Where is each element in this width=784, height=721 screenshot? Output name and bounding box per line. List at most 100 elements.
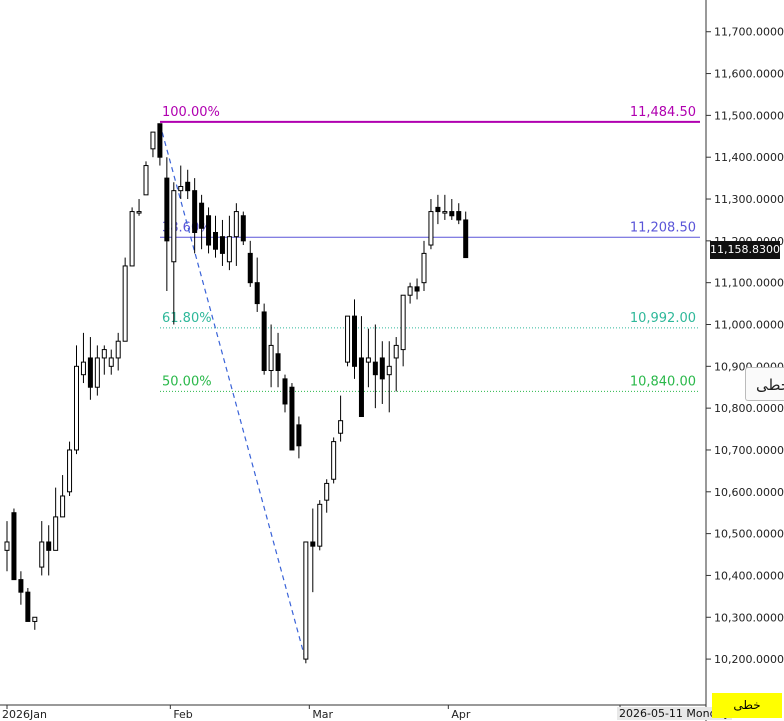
fib-value-label: 10,992.00	[630, 311, 696, 326]
bearish-candle	[275, 332, 281, 388]
bearish-candle	[219, 219, 225, 266]
bearish-candle	[463, 211, 469, 259]
price-axis: 11,700.0000 11,600.0000 11,500.0000 11,400.…	[706, 26, 784, 666]
bearish-candle	[213, 215, 218, 258]
bullish-candle	[143, 161, 149, 196]
candle-body	[53, 516, 59, 551]
candle-body	[379, 357, 385, 380]
bearish-candle	[25, 587, 31, 622]
candle-body	[4, 541, 10, 551]
bullish-candle	[442, 194, 448, 220]
side-tab[interactable]: خطی	[745, 367, 784, 401]
bullish-candle	[393, 337, 399, 392]
candle-body	[393, 344, 399, 359]
bullish-candle	[108, 349, 114, 375]
candle-body	[67, 449, 73, 493]
candle-body	[171, 190, 177, 263]
bullish-candle	[365, 328, 371, 388]
price-tick-label: 11,700.0000	[714, 26, 784, 39]
price-tick-label: 10,600.0000	[714, 486, 784, 499]
candle-body	[442, 211, 448, 214]
trendline-segment	[159, 123, 307, 662]
chart-type-button[interactable]: خطی	[712, 693, 782, 718]
bullish-candle	[129, 207, 135, 267]
trendline[interactable]	[159, 123, 307, 662]
candle-body	[365, 357, 371, 363]
candle-body	[414, 286, 420, 292]
candle-body	[282, 378, 288, 405]
price-tick-label: 11,100.0000	[714, 277, 784, 290]
price-tick-label: 11,600.0000	[714, 68, 784, 81]
bullish-candle	[60, 475, 66, 518]
candle-body	[324, 482, 330, 501]
bearish-candle	[240, 211, 246, 246]
bearish-candle	[358, 316, 364, 418]
candle-body	[247, 252, 253, 284]
candle-body	[122, 265, 128, 342]
last-price-tag: 11,158.8300	[710, 241, 780, 259]
bullish-candle	[171, 182, 177, 325]
bearish-candle	[289, 383, 295, 451]
crosshair-date-label: 2026-05-11 Monday	[617, 707, 732, 720]
price-tick-label: 11,400.0000	[714, 151, 784, 164]
fib-percent-label: 61.80%	[162, 311, 212, 326]
candle-body	[449, 211, 455, 217]
bearish-candle	[192, 178, 198, 254]
candle-body	[268, 344, 274, 372]
candle-body	[80, 361, 86, 376]
bearish-candle	[296, 416, 302, 459]
bullish-candle	[178, 165, 184, 200]
candle-body	[108, 357, 114, 367]
bullish-candle	[303, 541, 309, 664]
candle-body	[206, 215, 212, 246]
price-tick-label: 10,400.0000	[714, 569, 784, 582]
bullish-candle	[74, 345, 79, 455]
bullish-candle	[67, 441, 73, 496]
bullish-candle	[53, 487, 59, 551]
bullish-candle	[122, 257, 128, 342]
bullish-candle	[331, 437, 337, 484]
candle-body	[358, 357, 364, 418]
bullish-candle	[386, 341, 392, 413]
fib-value-label: 10,840.00	[630, 374, 696, 389]
candle-body	[136, 211, 142, 214]
candle-body	[240, 215, 246, 242]
date-tick-label: Apr	[451, 708, 471, 721]
grid-layer	[0, 0, 707, 721]
bullish-candle	[101, 345, 107, 375]
candle-body	[254, 282, 260, 305]
candle-body	[150, 131, 156, 150]
fib-percent-label: 100.00%	[162, 105, 220, 120]
bearish-candle	[206, 207, 212, 254]
bullish-candle	[32, 616, 38, 630]
candle-body	[74, 365, 79, 451]
candle-body	[94, 357, 100, 388]
bearish-candle	[18, 571, 24, 605]
date-tick-label: Feb	[173, 708, 192, 721]
date-tick-label: 2026Jan	[2, 708, 47, 721]
bullish-candle	[268, 324, 274, 388]
bullish-candle	[39, 521, 45, 576]
candle-body	[143, 165, 149, 196]
candle-body	[199, 202, 205, 229]
price-tick-label: 10,700.0000	[714, 444, 784, 457]
candle-body	[192, 190, 198, 233]
price-tick-label: 10,500.0000	[714, 528, 784, 541]
candle-body	[164, 177, 170, 242]
candle-body	[39, 541, 45, 568]
candle-body	[331, 441, 337, 480]
price-tick-label: 10,200.0000	[714, 653, 784, 666]
bearish-candle	[157, 123, 163, 166]
candle-body	[296, 424, 302, 447]
candle-body	[386, 365, 392, 376]
bearish-candle	[449, 199, 455, 220]
candle-body	[226, 236, 232, 263]
candle-body	[456, 211, 462, 221]
candle-body	[101, 349, 107, 359]
candle-body	[18, 579, 24, 593]
candle-body	[338, 420, 344, 434]
candle-body	[178, 185, 184, 192]
bearish-candle	[435, 194, 441, 225]
